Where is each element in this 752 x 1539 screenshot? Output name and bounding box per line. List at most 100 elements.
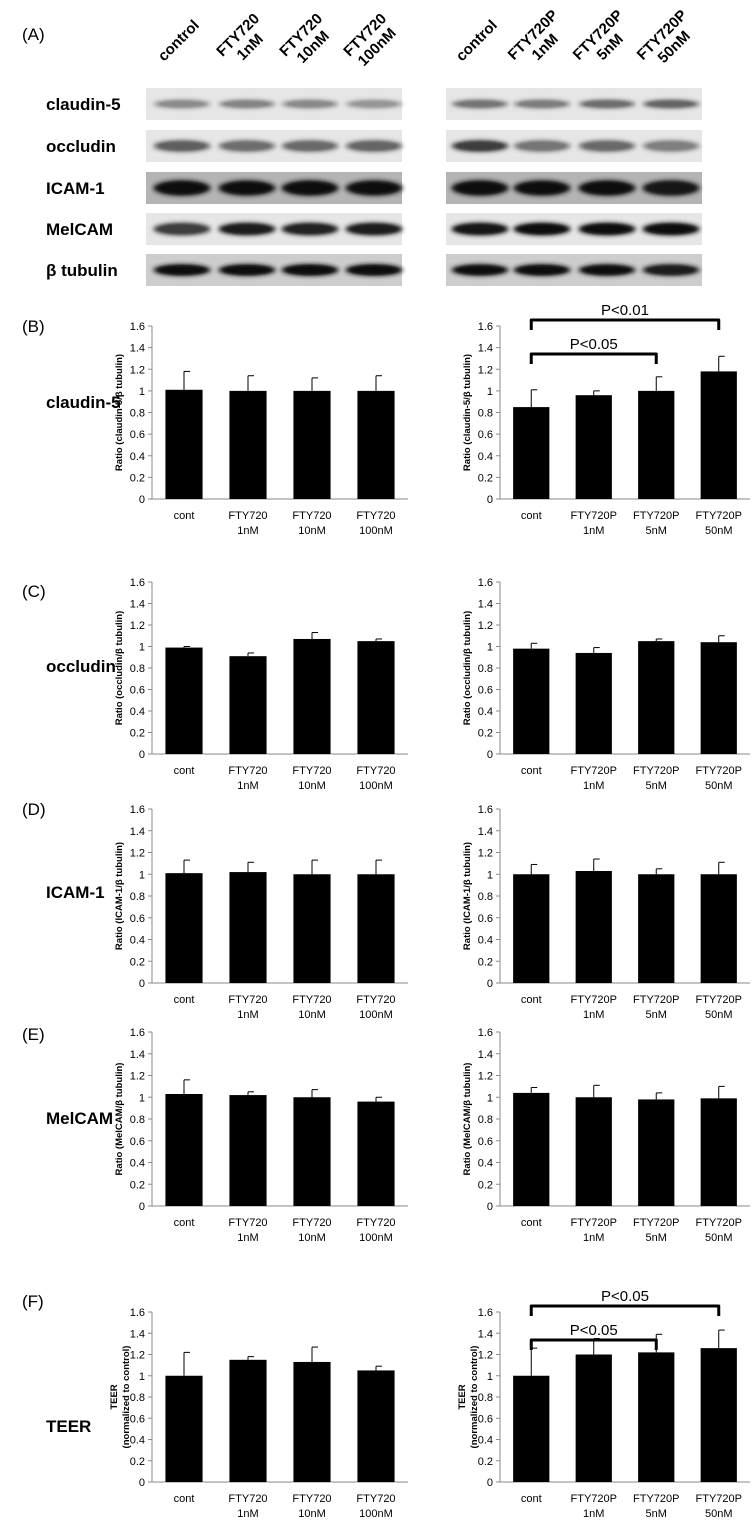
bar-2: [229, 872, 267, 983]
x-category-label-4: FTY720P 50nM: [696, 1217, 742, 1244]
blot-row-label-4: MelCAM: [46, 220, 113, 239]
x-category-label-4: FTY720P 50nM: [696, 994, 742, 1021]
blot-band-core: [456, 141, 504, 151]
x-category-label-2: FTY720 1nM: [228, 765, 267, 792]
y-tick-label: 0.4: [130, 451, 145, 463]
y-tick-label: 0.2: [130, 956, 145, 968]
y-tick-label: 0.8: [478, 1114, 493, 1126]
chart-row-label-1: claudin-5: [46, 393, 121, 412]
chart-left-1: 0 0.2 0.4 0.6 0.8 1 1.2 1.4 1.6 Ratio (claudin-5/…: [114, 321, 408, 537]
y-tick-label: 0.8: [130, 1114, 145, 1126]
y-tick-label: 0: [139, 1201, 145, 1213]
y-tick-label: 1.4: [478, 599, 493, 611]
blot-band-core: [456, 182, 504, 194]
y-tick-label: 0.6: [130, 1413, 145, 1425]
y-tick-label: 1.6: [130, 321, 145, 333]
panel-letter-3: (C): [22, 582, 46, 601]
chart-row-label-2: occludin: [46, 657, 116, 676]
y-tick-label: 1.2: [478, 1071, 493, 1083]
chart-right-4: 0 0.2 0.4 0.6 0.8 1 1.2 1.4 1.6 Ratio (MelCAM/β t…: [462, 1027, 750, 1244]
y-axis-label: Ratio (ICAM-1/β tubulin): [462, 842, 473, 950]
chart-right-2: 0 0.2 0.4 0.6 0.8 1 1.2 1.4 1.6 Ratio (occludin/β…: [462, 577, 750, 792]
y-tick-label: 1.2: [478, 848, 493, 860]
y-tick-label: 1: [487, 642, 493, 654]
lane-label-right-1: control: [453, 17, 501, 65]
y-tick-label: 1.2: [130, 848, 145, 860]
x-category-label-1: cont: [174, 994, 195, 1006]
y-tick-label: 1.2: [130, 364, 145, 376]
chart-row-label-3: ICAM-1: [46, 883, 105, 902]
x-category-label-3: FTY720 10nM: [292, 1217, 331, 1244]
y-tick-label: 0.8: [130, 408, 145, 420]
x-category-label-1: cont: [174, 765, 195, 777]
bar-4: [700, 642, 737, 754]
bar-3: [293, 390, 331, 499]
y-tick-label: 0.6: [130, 1136, 145, 1148]
y-tick-label: 0: [139, 494, 145, 506]
x-category-label-3: FTY720 10nM: [292, 1493, 331, 1520]
bar-2: [575, 395, 612, 499]
panel-letter-1: (A): [22, 25, 45, 44]
y-tick-label: 0.6: [478, 685, 493, 697]
y-tick-label: 1: [139, 642, 145, 654]
lane-label-right-2: FTY720P1nM: [505, 7, 562, 64]
bar-1: [165, 873, 203, 983]
western-blot-panel: control FTY7201nM FTY72010nM FTY720100nM con…: [46, 7, 702, 286]
y-tick-label: 0.6: [478, 429, 493, 441]
bar-3: [638, 641, 675, 754]
significance-label-2: P<0.01: [601, 302, 649, 319]
bar-4: [357, 390, 395, 499]
y-tick-label: 1: [487, 1092, 493, 1104]
bar-2: [575, 1097, 612, 1206]
blot-band-core: [286, 265, 334, 275]
blot-band-core: [518, 182, 566, 194]
chart-right-1: 0 0.2 0.4 0.6 0.8 1 1.2 1.4 1.6 Ratio (claudin-5/…: [462, 302, 750, 537]
bar-3: [638, 1099, 675, 1206]
y-tick-label: 0.4: [478, 706, 493, 718]
y-tick-label: 1.4: [130, 826, 145, 838]
y-tick-label: 0: [487, 494, 493, 506]
y-tick-label: 0.6: [478, 1136, 493, 1148]
lane-label-left-4: FTY720100nM: [340, 10, 399, 69]
blot-band-core: [286, 182, 334, 194]
x-category-label-1: cont: [521, 1217, 542, 1229]
blot-band-core: [158, 224, 206, 234]
bar-4: [357, 641, 395, 754]
y-tick-label: 1.6: [478, 321, 493, 333]
labels: (A) (B) (C) (D) (E) (F) claudin-5 occludin ICAM-…: [22, 25, 121, 1436]
blot-band-core: [647, 100, 695, 108]
x-category-label-2: FTY720 1nM: [228, 1217, 267, 1244]
lane-label-text: control: [453, 17, 501, 65]
x-category-label-2: FTY720 1nM: [228, 994, 267, 1021]
blot-band-core: [518, 100, 566, 108]
x-category-label-1: cont: [521, 765, 542, 777]
chart-right-3: 0 0.2 0.4 0.6 0.8 1 1.2 1.4 1.6 Ratio (ICAM-1/β t…: [462, 804, 750, 1021]
y-tick-label: 1.4: [478, 826, 493, 838]
bar-2: [229, 390, 267, 499]
y-tick-label: 1.4: [478, 1049, 493, 1061]
y-tick-label: 1.4: [478, 1328, 493, 1340]
blot-band-core: [158, 265, 206, 275]
bar-4: [357, 1370, 395, 1482]
x-category-label-1: cont: [174, 1493, 195, 1505]
bar-3: [638, 390, 675, 499]
blot-band-core: [158, 100, 206, 108]
bar-1: [513, 874, 550, 983]
blot-band-core: [647, 141, 695, 151]
bar-2: [229, 1359, 267, 1482]
blot-band-core: [518, 224, 566, 234]
bar-1: [513, 1375, 550, 1482]
y-axis-label: Ratio (MelCAM/β tubulin): [114, 1063, 125, 1176]
lane-label-right-4: FTY720P50nM: [634, 7, 694, 67]
y-tick-label: 0.8: [130, 663, 145, 675]
bar-1: [165, 1093, 203, 1206]
x-category-label-1: cont: [521, 994, 542, 1006]
lane-label-left-3: FTY72010nM: [276, 10, 332, 66]
blot-band-core: [350, 265, 398, 275]
x-category-label-4: FTY720 100nM: [356, 1493, 395, 1520]
y-tick-label: 1.6: [478, 804, 493, 816]
y-tick-label: 0: [487, 978, 493, 990]
x-category-label-4: FTY720 100nM: [356, 1217, 395, 1244]
x-category-label-3: FTY720P 5nM: [633, 1217, 679, 1244]
